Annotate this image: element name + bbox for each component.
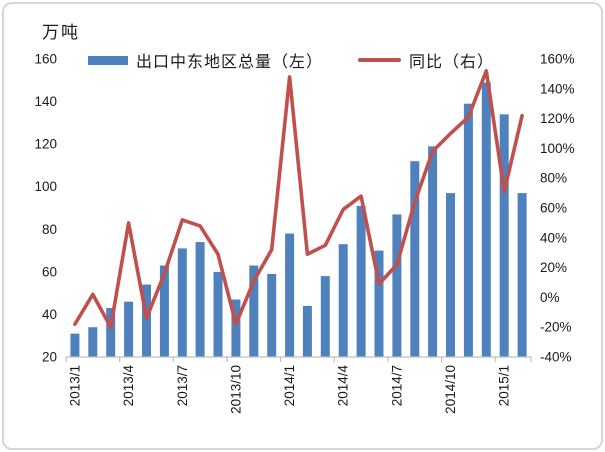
bar-2014/6 [374,250,384,357]
x-axis-label-2013/4: 2013/4 [121,365,136,407]
x-axis-label-2014/4: 2014/4 [336,365,351,407]
x-axis-label-2014/1: 2014/1 [282,365,297,406]
x-axis-label-2013/10: 2013/10 [228,365,243,414]
legend-item-bar-series: 出口中东地区总量（左） [88,48,323,72]
bar-2013/8 [195,242,205,357]
bar-2013/3 [106,308,116,357]
bar-2013/11 [249,265,259,357]
bar-2014/9 [428,146,438,357]
legend-item-line-series: 同比（右） [323,48,494,72]
bar-2014/4 [338,244,348,357]
x-axis-label-2013/1: 2013/1 [67,365,82,406]
bar-2013/6 [159,265,169,357]
x-axis-label-2014/7: 2014/7 [389,365,404,406]
line-series-label: 同比（右） [409,54,495,71]
left-axis-tick-label: 60 [42,264,57,279]
bar-2015/1 [499,114,509,357]
right-axis-tick-label: -40% [540,350,572,365]
bar-2015/2 [517,193,527,357]
bar-series-label: 出口中东地区总量（左） [136,54,324,71]
left-axis-tick-label: 80 [42,222,57,237]
bar-2013/12 [267,274,277,357]
bar-2013/10 [231,299,241,357]
right-axis-tick-label: 0% [540,290,560,305]
left-axis-unit-label: 万吨 [42,23,80,42]
bar-2014/12 [481,82,491,358]
bar-series-swatch [88,55,128,65]
legend: 出口中东地区总量（左） 同比（右） [88,48,494,72]
bar-2014/2 [302,305,312,357]
right-axis-tick-label: 40% [540,230,567,245]
bar-2013/5 [142,284,151,357]
bar-2014/8 [410,161,420,357]
x-axis-label-2015/1: 2015/1 [497,365,512,406]
yoy-line-series [73,69,524,330]
right-axis-tick-label: 20% [540,260,567,275]
left-axis-tick-label: 120 [34,137,57,152]
x-axis-label-2014/10: 2014/10 [443,365,458,414]
bar-2014/1 [285,233,295,357]
bar-2014/10 [446,193,455,357]
combo-chart-svg: 20 40 60 80 100 120 140 160 -40% -20% 0% 20% 40% 60% 8… [34,52,575,414]
bar-2013/1 [70,333,80,357]
left-axis-tick-label: 100 [34,179,57,194]
bar-2013/7 [177,248,187,357]
bar-2013/4 [124,301,134,357]
right-axis-tick-label: 120% [540,111,575,126]
right-axis-tick-label: 140% [540,81,575,96]
left-axis-tick-label: 160 [34,52,57,67]
right-axis-tick-label: 60% [540,201,567,216]
bar-2013/2 [88,327,98,357]
bar-2013/9 [213,271,223,357]
bar-2014/5 [356,205,366,357]
right-axis-tick-label: 80% [540,171,567,186]
x-axis-label-2013/7: 2013/7 [175,365,190,406]
right-axis-tick-label: 160% [540,52,575,67]
bar-2014/11 [463,103,473,357]
left-axis-tick-label: 140 [34,94,57,109]
bar-2014/3 [320,276,330,357]
left-axis-tick-label: 40 [42,307,57,322]
bar-2014/7 [392,214,402,357]
right-axis-tick-label: -20% [540,320,572,335]
left-axis-tick-label: 20 [42,350,57,365]
right-axis-tick-label: 100% [540,141,575,156]
line-series-swatch [358,58,402,62]
